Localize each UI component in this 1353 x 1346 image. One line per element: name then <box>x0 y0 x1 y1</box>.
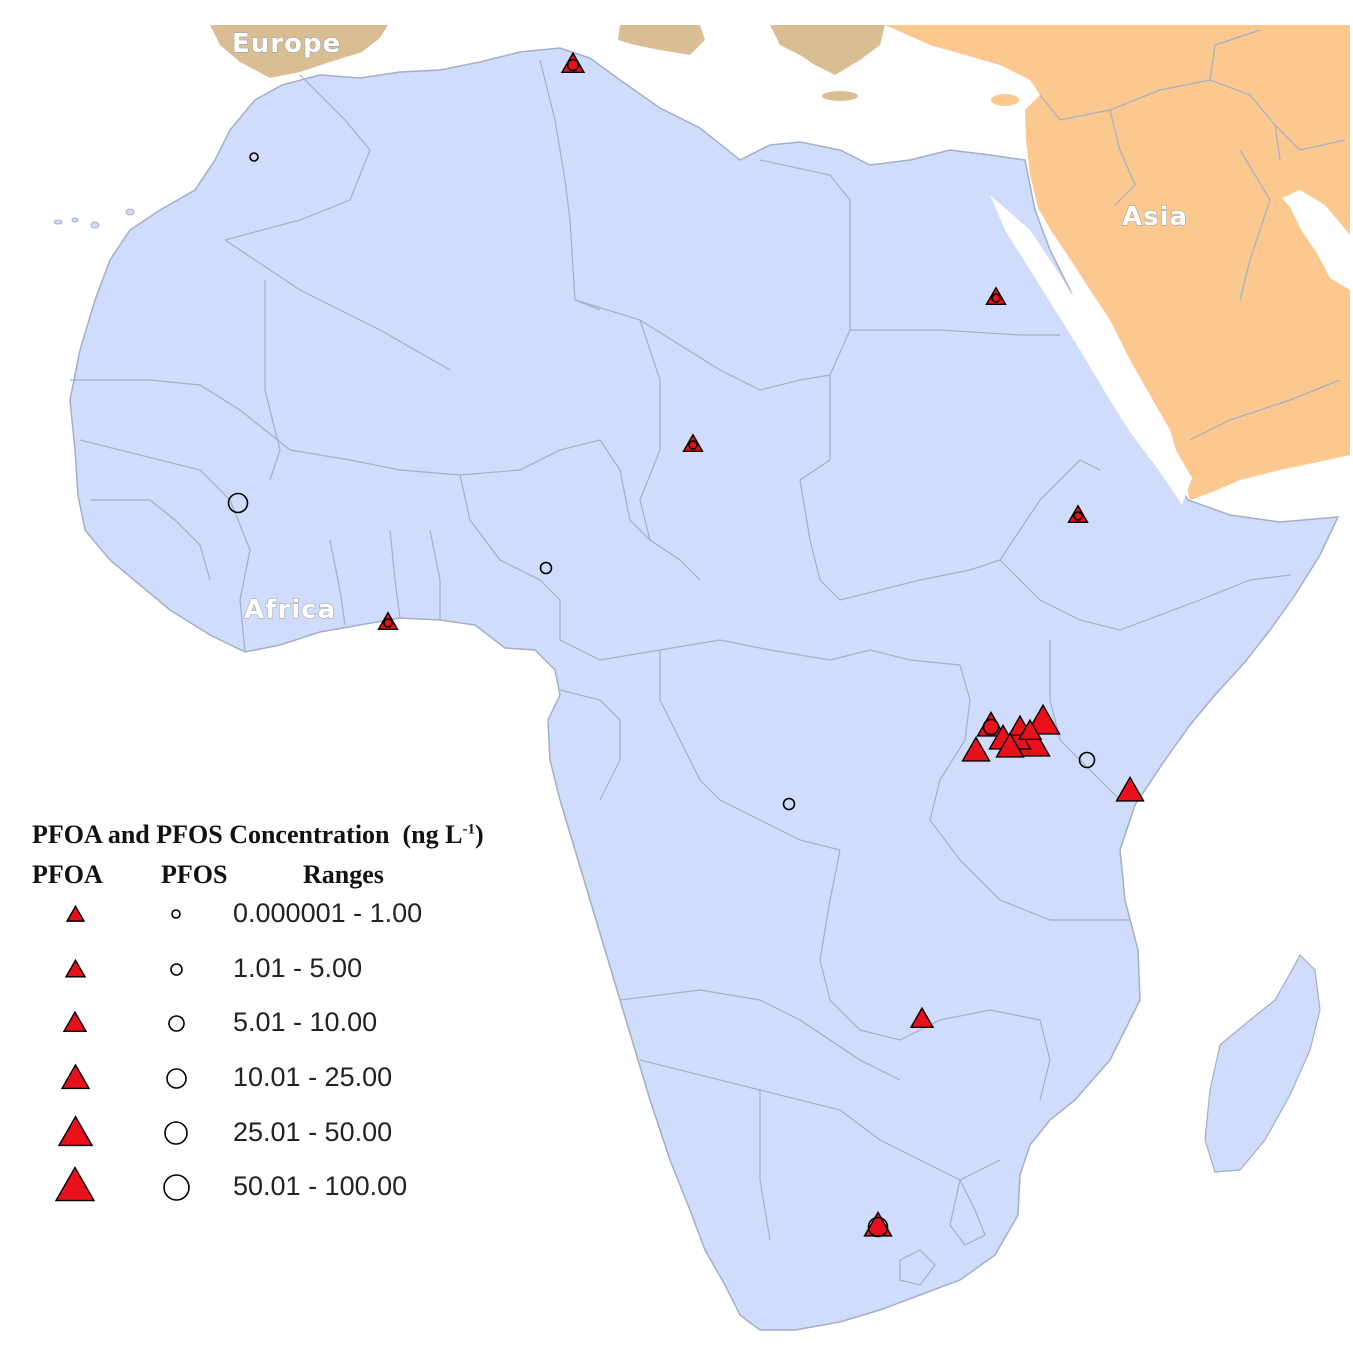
pfos-marker-mali <box>227 492 249 514</box>
legend-row: 1.01 - 5.00 <box>28 945 588 995</box>
legend-range-label: 10.01 - 25.00 <box>233 1062 393 1092</box>
pfos-marker-egypt <box>991 293 1001 303</box>
pfos-marker-south-africa <box>867 1216 889 1238</box>
europe-balkans <box>770 25 885 75</box>
pfos-marker-chad <box>688 440 698 450</box>
pfoa-legend-triangle <box>60 1063 90 1089</box>
legend-range-label: 1.01 - 5.00 <box>233 953 363 983</box>
pfos-circle-icon <box>171 909 181 919</box>
asia-borders <box>1039 29 1346 441</box>
pfoa-triangle-icon <box>54 1166 96 1202</box>
legend-col-ranges: Ranges <box>303 860 384 889</box>
europe-italy <box>618 25 705 55</box>
pfos-circle-icon <box>165 1067 187 1089</box>
pfoa-legend-triangle <box>57 1114 93 1146</box>
legend: PFOA and PFOS Concentration (ng L-1) PFO… <box>28 818 588 1218</box>
crete <box>822 91 858 101</box>
pfos-marker-congo <box>782 797 796 811</box>
pfos-marker-nigeria <box>539 561 553 575</box>
asia-label: Asia <box>1122 202 1188 232</box>
pfos-marker-morocco <box>249 152 259 162</box>
pfos-circle-icon <box>162 1173 190 1201</box>
pfoa-triangle-icon <box>64 958 86 977</box>
pfos-marker-kenya-inland <box>1078 751 1096 769</box>
pfoa-marker-lake-victoria-8 <box>1017 718 1043 740</box>
pfoa-marker-zimbabwe <box>909 1006 935 1028</box>
pfoa-triangle-icon <box>57 1114 93 1146</box>
pfoa-marker-lake-victoria-9 <box>995 732 1025 758</box>
pfoa-triangle-icon <box>60 1063 90 1089</box>
europe-label: Europe <box>232 29 341 59</box>
canary-islands <box>53 208 135 229</box>
legend-row: 50.01 - 100.00 <box>28 1163 588 1213</box>
pfos-legend-circle <box>171 909 181 919</box>
country-borders <box>70 59 1291 1286</box>
pfos-marker-tunisia <box>566 58 580 72</box>
pfos-legend-circle <box>165 1067 187 1089</box>
sampling-sites <box>227 51 1145 1238</box>
legend-unit-prefix: (ng L <box>402 820 463 849</box>
pfoa-marker-egypt <box>985 286 1007 305</box>
europe-iberia <box>210 25 388 78</box>
legend-range-label: 25.01 - 50.00 <box>233 1117 393 1147</box>
cyprus <box>991 94 1019 106</box>
persian-gulf <box>1285 196 1350 290</box>
legend-title: PFOA and PFOS Concentration (ng L-1) <box>32 820 484 850</box>
pfos-legend-circle <box>164 1121 188 1145</box>
legend-col-pfos: PFOS <box>161 860 228 889</box>
pfos-circle-icon <box>164 1121 188 1145</box>
pfos-legend-circle <box>169 962 183 976</box>
pfoa-legend-triangle <box>62 1010 88 1032</box>
pfos-marker-ghana <box>383 618 393 628</box>
africa-landmass <box>69 47 1340 1331</box>
pfoa-marker-ghana <box>377 611 399 630</box>
pfos-legend-circle <box>167 1014 185 1032</box>
pfoa-marker-chad <box>682 433 704 452</box>
red-sea <box>990 195 1192 505</box>
legend-row: 10.01 - 25.00 <box>28 1054 588 1104</box>
pfoa-triangle-icon <box>65 904 85 922</box>
africa-label: Africa <box>244 595 336 625</box>
legend-range-label: 0.000001 - 1.00 <box>233 898 423 928</box>
legend-row: 25.01 - 50.00 <box>28 1109 588 1159</box>
pfos-marker-ethiopia <box>1073 511 1083 521</box>
pfoa-marker-lake-victoria-6 <box>961 736 991 762</box>
legend-title-text: PFOA and PFOS Concentration <box>32 820 390 849</box>
pfoa-legend-triangle <box>64 958 86 977</box>
pfoa-marker-kenya-coast <box>1115 776 1145 802</box>
legend-unit-suffix: ) <box>474 820 484 849</box>
legend-row: 0.000001 - 1.00 <box>28 890 588 940</box>
pfoa-triangle-icon <box>62 1010 88 1032</box>
pfoa-marker-lake-victoria-2 <box>1025 703 1061 735</box>
pfoa-marker-ethiopia <box>1067 504 1089 523</box>
legend-row: 5.01 - 10.00 <box>28 999 588 1049</box>
pfos-circle-icon <box>167 1014 185 1032</box>
pfos-legend-circle <box>162 1173 190 1201</box>
pfos-marker-lake-victoria-1 <box>982 718 1000 736</box>
legend-col-pfoa: PFOA <box>32 860 103 889</box>
legend-unit-exponent: -1 <box>462 821 475 838</box>
pfoa-legend-triangle <box>54 1166 96 1202</box>
asia-landmass <box>885 25 1350 500</box>
madagascar <box>1204 954 1321 1173</box>
pfoa-legend-triangle <box>65 904 85 922</box>
legend-range-label: 50.01 - 100.00 <box>233 1171 408 1201</box>
legend-range-label: 5.01 - 10.00 <box>233 1007 378 1037</box>
pfos-circle-icon <box>169 962 183 976</box>
